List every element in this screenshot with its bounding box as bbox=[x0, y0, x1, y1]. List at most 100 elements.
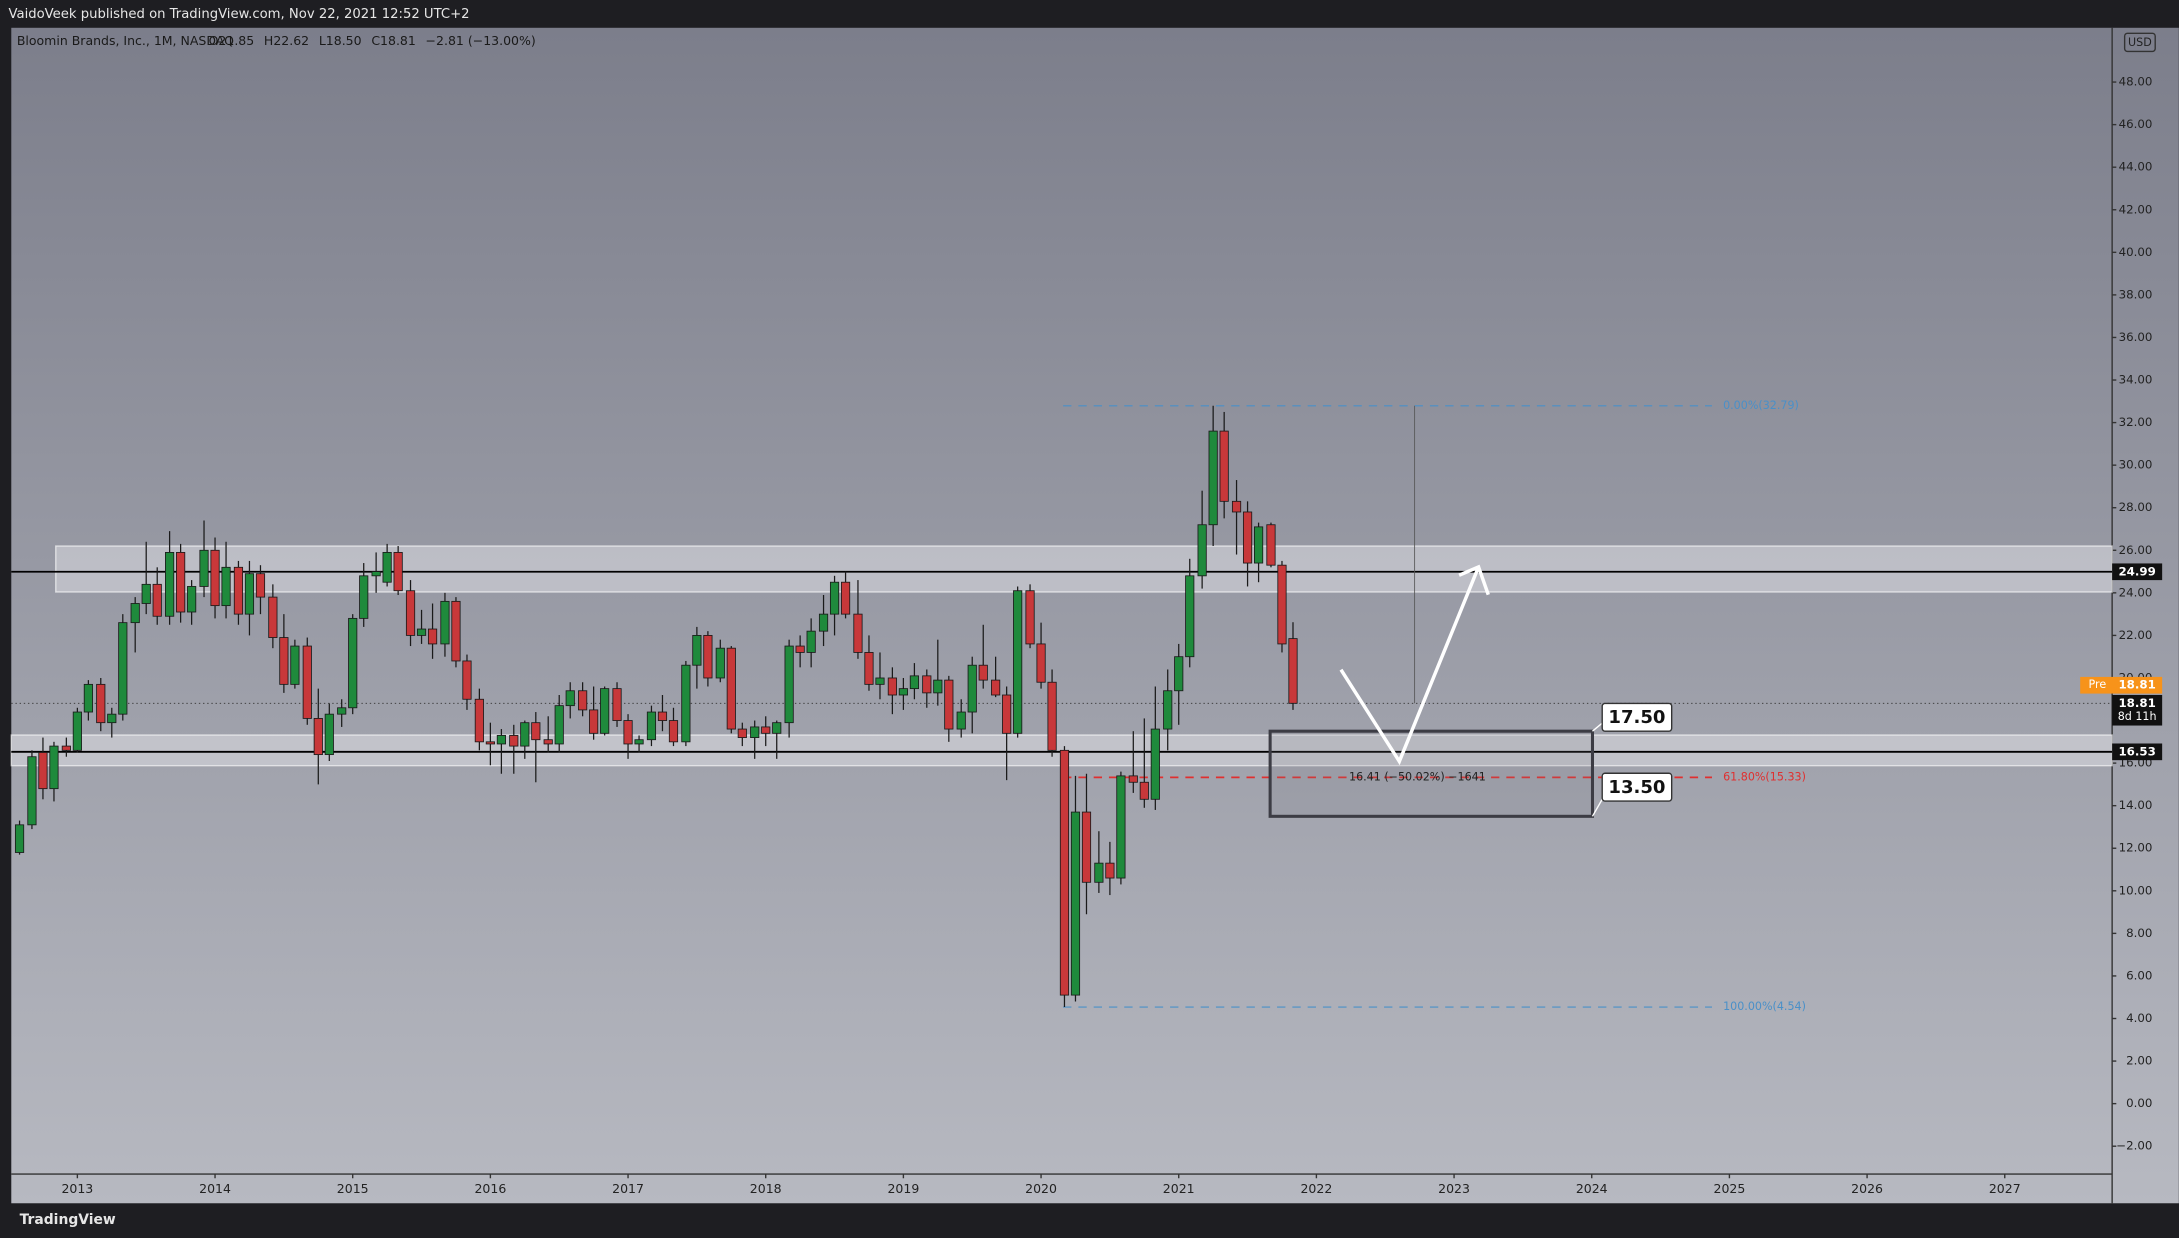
x-tick-label: 2024 bbox=[1576, 1181, 1608, 1196]
candle-body bbox=[898, 688, 908, 696]
candle-body bbox=[991, 679, 1001, 696]
candle-body bbox=[818, 613, 829, 632]
candle-body bbox=[1013, 590, 1023, 734]
candle-body bbox=[806, 630, 816, 653]
candle-body bbox=[382, 551, 392, 583]
candle-body bbox=[176, 551, 186, 613]
y-tick-label: 42.00 bbox=[2119, 202, 2153, 216]
candle-body bbox=[795, 645, 805, 653]
candle-body bbox=[130, 603, 140, 624]
callout bbox=[1601, 772, 1673, 802]
candle-body bbox=[543, 739, 553, 745]
candle-body bbox=[405, 590, 416, 636]
fib-label: 100.00%(4.54) bbox=[1723, 1000, 1806, 1013]
candle-body bbox=[864, 652, 874, 685]
candle-body bbox=[313, 718, 323, 756]
candle-body bbox=[840, 581, 851, 615]
candle-body bbox=[737, 728, 747, 738]
last-price-label: 18.81 bbox=[2118, 696, 2155, 710]
y-tick-label: 10.00 bbox=[2119, 883, 2153, 897]
candle-body bbox=[416, 628, 427, 636]
candle-body bbox=[485, 741, 495, 745]
candle-body bbox=[612, 688, 622, 721]
x-tick-label: 2025 bbox=[1714, 1181, 1746, 1196]
x-tick-label: 2016 bbox=[474, 1181, 506, 1196]
candle-body bbox=[554, 705, 564, 745]
candle-body bbox=[1163, 690, 1173, 730]
y-tick-label: 40.00 bbox=[2119, 245, 2153, 259]
candle-body bbox=[646, 711, 657, 741]
candle-body bbox=[1116, 775, 1126, 879]
candle-body bbox=[49, 745, 59, 790]
x-tick-label: 2022 bbox=[1300, 1181, 1332, 1196]
candle-body bbox=[324, 713, 334, 756]
candle-body bbox=[623, 720, 633, 745]
candle-body bbox=[61, 745, 71, 751]
x-tick-label: 2026 bbox=[1851, 1181, 1883, 1196]
candle-body bbox=[772, 722, 782, 734]
countdown: 8d 11h bbox=[2118, 710, 2157, 723]
candle-body bbox=[27, 756, 37, 826]
candle-body bbox=[600, 688, 610, 734]
brand: TradingView bbox=[20, 1212, 116, 1228]
candle-body bbox=[96, 683, 106, 724]
candle-body bbox=[692, 634, 702, 666]
candle-body bbox=[1070, 811, 1081, 996]
level-label: 16.53 bbox=[2118, 744, 2155, 758]
candle-body bbox=[829, 581, 840, 615]
candle-body bbox=[875, 677, 885, 685]
candle-body bbox=[1197, 524, 1207, 577]
candle-body bbox=[1231, 500, 1242, 513]
candle-body bbox=[1025, 590, 1035, 645]
y-tick-label: 44.00 bbox=[2119, 160, 2153, 174]
candle-body bbox=[1059, 749, 1070, 996]
candle-body bbox=[1185, 575, 1195, 658]
y-tick-label: −2.00 bbox=[2116, 1139, 2152, 1153]
candle-body bbox=[933, 679, 943, 694]
candle-body bbox=[657, 711, 668, 721]
y-tick-label: 6.00 bbox=[2126, 968, 2152, 982]
premarket-tag: Pre bbox=[2089, 678, 2107, 691]
currency: USD bbox=[2128, 36, 2152, 49]
candle-body bbox=[268, 596, 278, 638]
x-tick-label: 2021 bbox=[1163, 1181, 1195, 1196]
candle-body bbox=[1094, 862, 1104, 883]
candle-body bbox=[589, 709, 599, 734]
premarket-badge bbox=[2080, 676, 2163, 694]
x-tick-label: 2014 bbox=[199, 1181, 231, 1196]
candle-body bbox=[1047, 681, 1057, 751]
candle-body bbox=[427, 628, 438, 645]
ohlc-value: O21.85 bbox=[209, 33, 255, 48]
x-tick-label: 2018 bbox=[750, 1181, 782, 1196]
y-tick-label: 22.00 bbox=[2119, 628, 2153, 642]
plot: −2.00 0.00 2.00 4.00 6.00 8.00 10.00 12.00 14.00… bbox=[10, 75, 2163, 1196]
y-tick-label: 38.00 bbox=[2119, 287, 2153, 301]
price-axis bbox=[2112, 27, 2179, 1204]
candle-body bbox=[1128, 775, 1138, 783]
candle-body bbox=[371, 571, 381, 577]
candle-body bbox=[118, 622, 128, 715]
y-tick-label: 8.00 bbox=[2126, 926, 2152, 940]
candle-body bbox=[152, 583, 162, 617]
candle-body bbox=[1277, 564, 1287, 645]
candle-body bbox=[978, 664, 988, 681]
candle-body bbox=[233, 566, 244, 615]
candle-body bbox=[496, 735, 506, 745]
candle-body bbox=[244, 573, 255, 615]
candle-body bbox=[187, 586, 197, 613]
fib-label: 61.80%(15.33) bbox=[1723, 770, 1806, 783]
candle-body bbox=[967, 664, 977, 713]
candle-body bbox=[359, 575, 369, 619]
candle-body bbox=[634, 739, 644, 745]
candle-body bbox=[221, 566, 231, 607]
ohlc-value: H22.62 bbox=[264, 33, 309, 48]
candle-body bbox=[1242, 511, 1253, 564]
candle-body bbox=[348, 617, 358, 709]
candle-body bbox=[1150, 728, 1160, 800]
y-tick-label: 24.00 bbox=[2119, 585, 2153, 599]
candle-body bbox=[726, 647, 736, 730]
candle-body bbox=[715, 647, 725, 679]
x-tick-label: 2019 bbox=[887, 1181, 919, 1196]
candle-body bbox=[210, 549, 220, 607]
